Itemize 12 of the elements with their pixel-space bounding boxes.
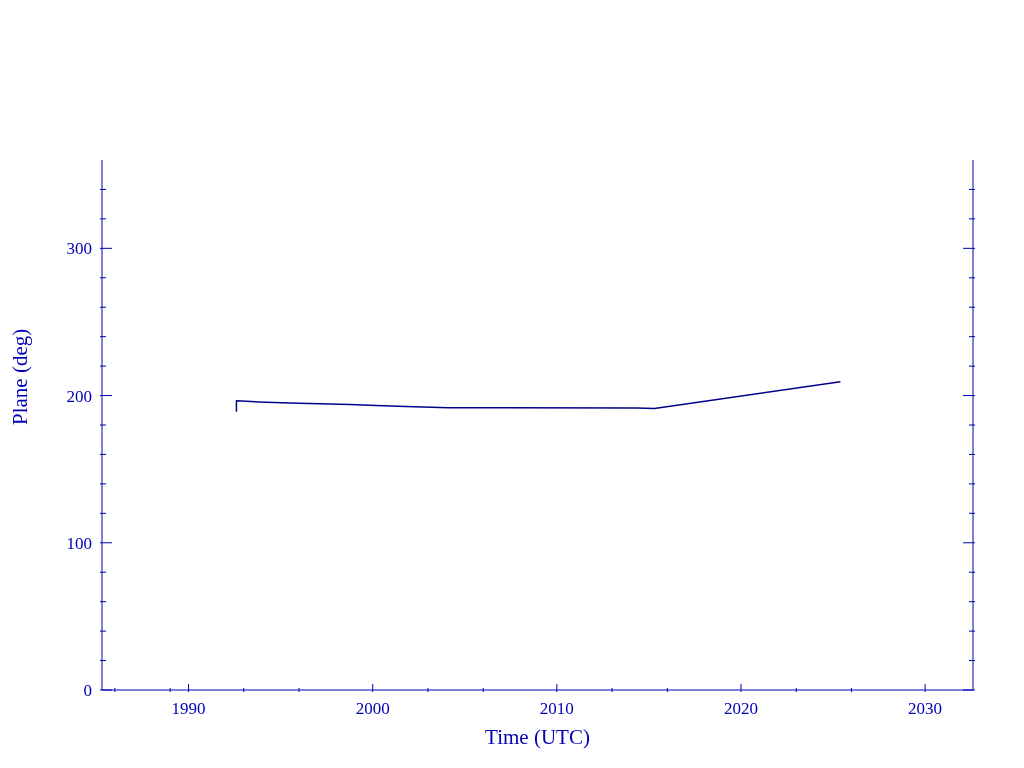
x-tick-label: 1990 (171, 699, 206, 718)
x-tick-label: 2020 (723, 699, 758, 718)
y-tick-label: 100 (66, 533, 92, 553)
x-tick-label: 2030 (908, 699, 943, 718)
x-tick-label: 2000 (355, 699, 390, 718)
line-series (235, 381, 842, 413)
x-tick-label: 2010 (539, 699, 574, 718)
y-tick-label: 200 (66, 386, 92, 406)
y-tick-label: 0 (83, 681, 92, 700)
y-tick-label: 300 (66, 239, 92, 259)
y-axis-title: Plane (deg) (8, 328, 33, 425)
x-axis-title: Time (UTC) (485, 725, 590, 749)
